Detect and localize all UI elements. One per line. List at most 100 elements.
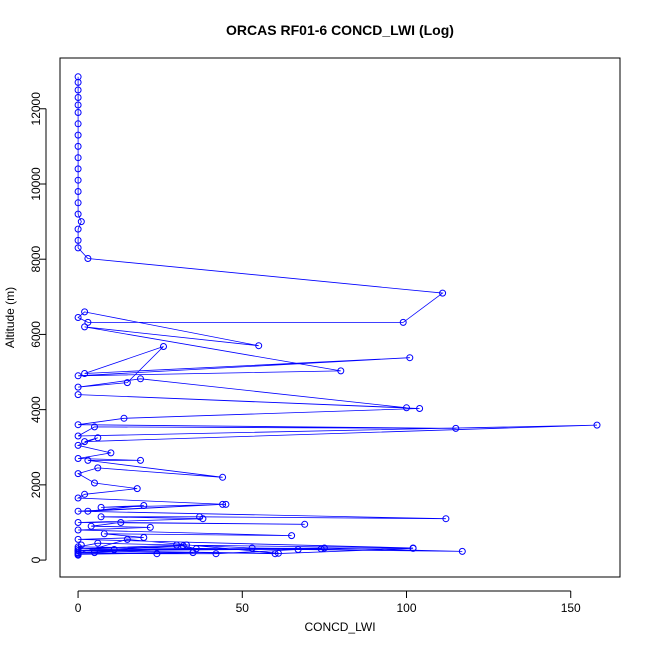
data-point (81, 323, 89, 331)
data-point (81, 370, 89, 377)
data-point (74, 535, 82, 543)
data-point (452, 424, 460, 432)
data-point (74, 441, 82, 449)
data-point (91, 549, 98, 557)
x-axis: 0 50 100 150 (75, 590, 581, 615)
data-point (74, 236, 82, 244)
data-point (84, 255, 92, 262)
data-point (219, 500, 227, 508)
data-point (153, 550, 161, 558)
data-point (74, 199, 82, 207)
data-point (403, 404, 410, 412)
x-axis-label: CONCD_LWI (304, 620, 375, 634)
chart-title: ORCAS RF01-6 CONCD_LWI (Log) (226, 22, 454, 38)
data-point (137, 375, 144, 383)
data-point (406, 354, 414, 362)
data-point (458, 547, 466, 555)
data-point (74, 507, 82, 515)
data-point (222, 500, 230, 508)
data-point (84, 507, 92, 515)
data-point (301, 520, 309, 528)
data-point (337, 367, 345, 375)
data-point (74, 244, 82, 252)
data-point (179, 542, 187, 550)
data-point (77, 218, 85, 226)
data-point (248, 544, 256, 552)
data-point (74, 455, 82, 462)
data-point (255, 342, 263, 350)
data-point (74, 470, 82, 478)
x-tick-label: 100 (396, 601, 416, 615)
data-point (117, 519, 125, 526)
data-point (81, 438, 89, 446)
data-point (74, 101, 82, 109)
data-point (74, 383, 82, 391)
series-layer (74, 73, 601, 559)
data-point (140, 534, 148, 541)
data-point (74, 314, 82, 321)
data-point (74, 519, 82, 526)
data-point (74, 526, 82, 534)
data-point (74, 551, 82, 559)
data-point (84, 318, 92, 326)
data-point (320, 544, 328, 552)
data-point (91, 423, 98, 431)
data-point (107, 449, 115, 457)
data-point (74, 131, 82, 139)
data-point (219, 473, 227, 481)
x-tick-label: 0 (75, 601, 82, 615)
data-point (74, 165, 82, 173)
data-point (74, 176, 82, 184)
y-tick-label: 10000 (29, 167, 43, 201)
data-point (74, 372, 82, 380)
x-tick-label: 50 (236, 601, 250, 615)
data-point (74, 391, 82, 399)
y-tick-label: 12000 (29, 92, 43, 126)
y-tick-label: 0 (29, 556, 43, 563)
data-point (74, 154, 82, 162)
y-tick-label: 2000 (29, 471, 43, 498)
data-point (74, 188, 82, 195)
data-point (288, 532, 296, 540)
data-point (74, 432, 82, 440)
data-point (94, 434, 102, 442)
data-point (74, 494, 82, 502)
data-point (140, 502, 148, 509)
data-point (133, 485, 141, 493)
data-point (100, 530, 108, 538)
y-tick-label: 6000 (29, 321, 43, 348)
data-point (120, 414, 128, 422)
data-point (183, 541, 190, 549)
y-tick-label: 8000 (29, 246, 43, 273)
data-point (74, 94, 82, 101)
data-point (74, 86, 82, 94)
data-point (416, 405, 424, 412)
data-point (189, 549, 197, 557)
y-axis-label: Altitude (m) (3, 287, 17, 348)
data-point (137, 456, 144, 464)
data-point (74, 120, 82, 128)
data-point (74, 210, 82, 218)
data-point (74, 547, 82, 555)
data-point (94, 539, 102, 547)
data-point (97, 503, 105, 511)
y-tick-label: 4000 (29, 396, 43, 423)
data-point (74, 142, 82, 150)
data-point (442, 515, 450, 523)
data-point (212, 550, 220, 558)
data-point (81, 308, 89, 316)
data-point (199, 515, 207, 523)
data-point (77, 541, 85, 549)
data-point (271, 550, 279, 558)
data-point (74, 78, 82, 86)
data-point (399, 318, 407, 326)
data-point (110, 546, 118, 553)
series-line (76, 76, 598, 556)
y-axis: 0 2000 4000 6000 8000 10000 12000 (29, 92, 47, 563)
data-point (160, 343, 167, 350)
plot-frame (59, 57, 621, 578)
data-point (123, 535, 131, 543)
data-point (146, 523, 154, 531)
data-point (81, 490, 89, 498)
data-point (123, 379, 131, 387)
